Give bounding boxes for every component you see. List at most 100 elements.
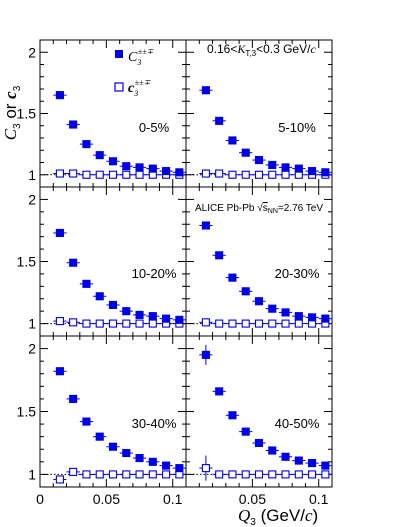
panel-10-20%: 1 1.5 2 10-20% bbox=[17, 186, 187, 337]
data-point-C3 bbox=[69, 120, 78, 129]
x-tick-label: 0.05 bbox=[93, 491, 120, 507]
data-point-c3 bbox=[215, 470, 224, 479]
data-point-C3 bbox=[308, 167, 317, 176]
data-point-C3 bbox=[175, 168, 184, 177]
data-point-c3 bbox=[281, 319, 290, 328]
data-point-c3 bbox=[162, 470, 171, 479]
data-point-c3 bbox=[108, 170, 118, 179]
data-point-c3 bbox=[108, 319, 118, 328]
data-point-c3 bbox=[95, 170, 104, 179]
data-point-c3 bbox=[268, 319, 277, 328]
data-point-C3 bbox=[175, 315, 184, 324]
data-point-c3 bbox=[254, 319, 264, 328]
data-point-C3 bbox=[82, 279, 91, 288]
data-point-c3 bbox=[268, 470, 277, 479]
data-point-c3 bbox=[122, 319, 131, 328]
data-point-c3 bbox=[294, 319, 303, 328]
data-point-C3 bbox=[201, 350, 210, 359]
data-point-c3 bbox=[254, 170, 264, 179]
data-point-C3 bbox=[281, 452, 290, 461]
data-point-C3 bbox=[82, 140, 91, 149]
data-point-C3 bbox=[308, 313, 317, 322]
data-point-C3 bbox=[95, 292, 104, 301]
data-point-C3 bbox=[148, 312, 157, 321]
data-point-c3 bbox=[281, 170, 290, 179]
data-point-C3 bbox=[201, 221, 210, 230]
data-point-C3 bbox=[294, 456, 303, 465]
data-point-C3 bbox=[108, 442, 118, 451]
data-point-C3 bbox=[55, 367, 64, 376]
y-tick-label: 2 bbox=[28, 191, 36, 207]
data-point-c3 bbox=[321, 470, 330, 479]
x-tick-label: 0.05 bbox=[239, 491, 266, 507]
data-point-C3 bbox=[69, 258, 78, 267]
data-point-C3 bbox=[321, 314, 330, 323]
panel-frame bbox=[185, 39, 333, 188]
data-point-C3 bbox=[148, 164, 157, 173]
data-point-c3 bbox=[95, 319, 104, 328]
y-tick-label: 1 bbox=[28, 316, 36, 332]
x-axis-label: Q3 (GeV/c) bbox=[238, 506, 318, 527]
x-tick-label: 0.1 bbox=[163, 491, 183, 507]
data-point-c3 bbox=[55, 169, 64, 178]
data-point-C3 bbox=[308, 459, 317, 468]
data-point-C3 bbox=[122, 307, 131, 316]
data-point-c3 bbox=[281, 470, 290, 479]
data-point-c3 bbox=[55, 317, 64, 326]
data-point-C3 bbox=[95, 151, 104, 160]
y-tick-label: 1 bbox=[28, 167, 36, 183]
panel-40-50%: 0.05 0.1 40-50% bbox=[185, 335, 333, 507]
data-point-C3 bbox=[95, 432, 104, 441]
svg-text:C3 or c3: C3 or c3 bbox=[1, 85, 23, 140]
data-point-C3 bbox=[228, 411, 237, 420]
panels: 1 1.5 2 0-5% 5-10% 1 1.5 2 10-20% 20-30% 1 1.5 2 0 0.0… bbox=[17, 39, 333, 507]
data-point-c3 bbox=[201, 464, 210, 473]
data-point-C3 bbox=[55, 228, 64, 237]
kt-range-label: 0.16<KT,3<0.3 GeV/c bbox=[207, 42, 316, 58]
y-tick-label: 1.5 bbox=[17, 254, 37, 270]
legend-full-label: C±±∓ 3 bbox=[128, 47, 155, 67]
data-point-C3 bbox=[294, 312, 303, 321]
data-point-C3 bbox=[268, 446, 277, 455]
data-point-c3 bbox=[228, 319, 237, 328]
y-tick-label: 1.5 bbox=[17, 106, 37, 122]
data-point-C3 bbox=[162, 167, 171, 176]
data-point-C3 bbox=[69, 394, 78, 403]
data-point-c3 bbox=[215, 319, 224, 328]
data-point-C3 bbox=[254, 438, 264, 448]
panel-5-10%: 5-10% bbox=[185, 39, 333, 188]
data-point-c3 bbox=[228, 170, 237, 179]
data-point-C3 bbox=[241, 427, 250, 436]
data-point-C3 bbox=[268, 304, 277, 313]
data-point-C3 bbox=[254, 297, 264, 306]
centrality-label: 0-5% bbox=[139, 120, 170, 135]
centrality-label: 30-40% bbox=[132, 416, 177, 431]
panel-frame bbox=[39, 186, 187, 337]
data-point-c3 bbox=[135, 470, 144, 479]
y-axis-label: C3 or c3 bbox=[1, 85, 23, 140]
panel-0-5%: 1 1.5 2 0-5% bbox=[17, 39, 187, 188]
y-tick-label: 1 bbox=[28, 466, 36, 482]
data-point-C3 bbox=[82, 417, 91, 426]
data-point-C3 bbox=[135, 163, 144, 172]
data-point-c3 bbox=[241, 319, 250, 328]
data-point-c3 bbox=[294, 470, 303, 479]
data-point-c3 bbox=[69, 318, 78, 327]
data-point-c3 bbox=[228, 470, 237, 479]
data-point-C3 bbox=[148, 457, 157, 466]
data-point-c3 bbox=[201, 169, 210, 178]
data-point-C3 bbox=[215, 251, 224, 260]
data-point-c3 bbox=[241, 470, 250, 479]
data-point-c3 bbox=[268, 170, 277, 179]
data-point-c3 bbox=[55, 475, 64, 484]
data-point-c3 bbox=[122, 170, 131, 179]
alice-label: ALICE Pb-Pb √sNN=2.76 TeV bbox=[195, 202, 323, 215]
data-point-c3 bbox=[254, 470, 264, 479]
data-point-c3 bbox=[148, 470, 157, 479]
data-point-c3 bbox=[108, 470, 118, 479]
data-point-C3 bbox=[215, 116, 224, 125]
data-point-c3 bbox=[82, 170, 91, 179]
data-point-c3 bbox=[148, 319, 157, 328]
panel-30-40%: 1 1.5 2 0 0.05 0.1 30-40% bbox=[17, 335, 187, 507]
